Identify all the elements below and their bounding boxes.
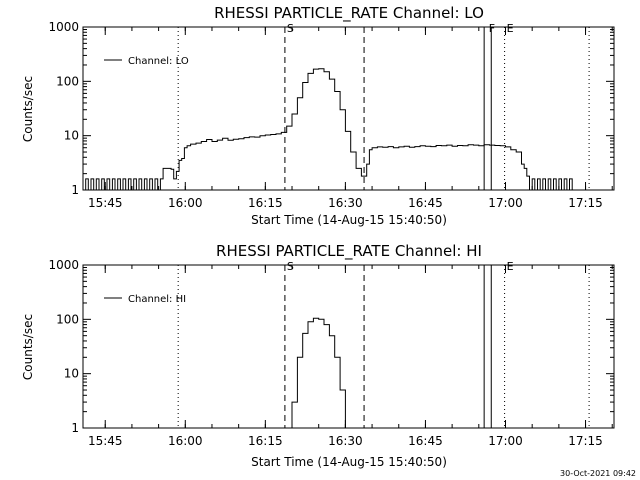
legend-label-hi: Channel: HI	[128, 294, 186, 305]
x-tick-label: 16:15	[248, 434, 283, 448]
x-tick-label: 16:45	[408, 434, 443, 448]
x-tick-label: 17:15	[568, 434, 603, 448]
y-tick-label: 1	[71, 183, 79, 197]
panel-lo-frame	[82, 26, 615, 191]
series-line	[289, 317, 346, 429]
panel-hi: RHESSI PARTICLE_RATE Channel: HI 15:45 16…	[21, 242, 615, 469]
y-tick-label: 1	[71, 421, 79, 435]
panel-hi-title: RHESSI PARTICLE_RATE Channel: HI	[216, 242, 482, 261]
panel-hi-series	[289, 317, 346, 429]
panel-lo: RHESSI PARTICLE_RATE Channel: LO 15:45 16…	[21, 4, 615, 227]
x-tick-label: 16:30	[328, 434, 363, 448]
x-tick-label: 15:45	[88, 196, 123, 210]
footer-timestamp: 30-Oct-2021 09:42	[560, 469, 636, 478]
x-tick-label: 15:45	[88, 434, 123, 448]
marker-s: S	[287, 260, 294, 273]
x-tick-label: 17:15	[568, 196, 603, 210]
x-tick-label: 16:30	[328, 196, 363, 210]
panel-hi-ticks: 15:45 16:00 16:15 16:30 16:45 17:00 17:15 1 10 10…	[48, 258, 614, 448]
panel-lo-legend: Channel: LO	[104, 56, 189, 67]
panel-hi-frame	[82, 264, 615, 429]
y-tick-label: 10	[64, 129, 79, 143]
x-tick-label: 16:00	[168, 196, 203, 210]
panel-lo-series	[83, 68, 573, 191]
panel-lo-title: RHESSI PARTICLE_RATE Channel: LO	[214, 4, 484, 23]
panel-lo-xlabel: Start Time (14-Aug-15 15:40:50)	[251, 213, 447, 227]
panel-lo-ticks: 15:45 16:00 16:15 16:30 16:45 17:00 17:15 1 10 10…	[48, 20, 614, 210]
legend-label-lo: Channel: LO	[128, 56, 189, 67]
marker-s: S	[287, 22, 294, 35]
y-tick-label: 100	[56, 74, 79, 88]
panel-hi-xlabel: Start Time (14-Aug-15 15:40:50)	[251, 455, 447, 469]
x-tick-label: 16:15	[248, 196, 283, 210]
y-tick-label: 1000	[48, 258, 79, 272]
marker-f: F	[489, 22, 495, 35]
panel-lo-ylabel: Counts/sec	[21, 76, 35, 142]
series-line	[83, 68, 573, 191]
panel-hi-ylabel: Counts/sec	[21, 314, 35, 380]
marker-e: E	[507, 260, 514, 273]
y-tick-label: 10	[64, 367, 79, 381]
y-tick-label: 1000	[48, 20, 79, 34]
marker-e: E	[507, 22, 514, 35]
x-tick-label: 16:00	[168, 434, 203, 448]
x-tick-label: 16:45	[408, 196, 443, 210]
x-tick-label: 17:00	[488, 196, 523, 210]
panel-hi-legend: Channel: HI	[104, 294, 186, 305]
y-tick-label: 100	[56, 312, 79, 326]
x-tick-label: 17:00	[488, 434, 523, 448]
